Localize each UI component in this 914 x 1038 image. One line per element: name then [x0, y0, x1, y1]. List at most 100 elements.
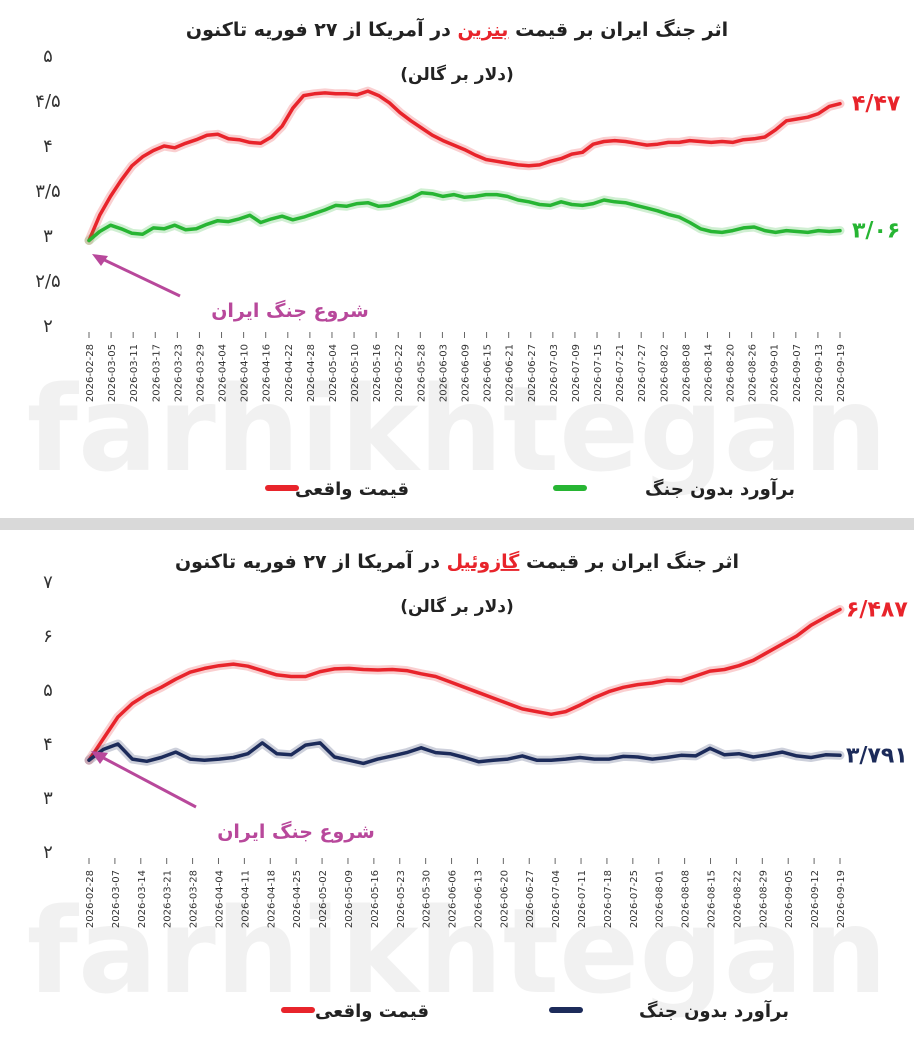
annotation-label: شروع جنگ ایران: [211, 299, 369, 322]
x-tick-label: 2026-07-25: [629, 870, 640, 928]
y-tick-label: ۴/۵: [35, 91, 60, 112]
x-tick-label: 2026-09-12: [810, 870, 821, 928]
y-tick-label: ۲: [43, 842, 53, 863]
x-tick-label: 2026-02-28: [85, 870, 96, 928]
series-line-glow: [84, 188, 845, 245]
end-label-actual: ۶/۴۸۷: [846, 598, 908, 623]
watermark: farhikhtegan: [27, 882, 888, 1020]
annotation-label: شروع جنگ ایران: [217, 820, 375, 843]
x-tick-label: 2026-04-18: [266, 870, 277, 928]
gasoline-chart: farhikhtegan اثر جنگ ایران بر قیمت بنزین…: [27, 17, 901, 500]
chart-subtitle: (دلار بر گالن): [400, 596, 513, 617]
x-tick-label: 2026-08-15: [707, 870, 718, 928]
panel-separator: [0, 518, 914, 530]
x-tick-label: 2026-09-19: [836, 344, 847, 402]
end-label-forecast: ۳/۰۶: [852, 219, 900, 244]
series-line-forecast: [87, 191, 842, 243]
y-tick-label: ۳: [43, 788, 53, 809]
y-tick-label: ۴: [43, 136, 53, 157]
annotation-arrow: [95, 254, 181, 298]
x-tick-label: 2026-03-28: [189, 870, 200, 928]
x-tick-label: 2026-08-01: [655, 870, 666, 928]
legend-label-actual: قیمت واقعی: [295, 479, 409, 500]
y-tick-label: ۶: [43, 626, 53, 647]
x-tick-label: 2026-03-07: [111, 870, 122, 928]
chart-title: اثر جنگ ایران بر قیمت بنزین در آمریکا از…: [186, 17, 728, 41]
y-tick-label: ۳/۵: [35, 181, 60, 202]
x-tick-label: 2026-08-08: [681, 344, 692, 402]
x-tick-label: 2026-07-04: [551, 870, 562, 928]
x-tick-label: 2026-09-07: [792, 344, 803, 402]
y-tick-label: ۷: [43, 572, 53, 593]
y-tick-label: ۳: [43, 226, 53, 247]
x-tick-label: 2026-04-10: [240, 344, 251, 402]
x-tick-label: 2026-03-14: [137, 870, 148, 928]
x-tick-label: 2026-05-09: [344, 870, 355, 928]
x-tick-label: 2026-05-04: [328, 344, 339, 402]
x-tick-label: 2026-08-02: [659, 344, 670, 402]
x-tick-label: 2026-06-15: [483, 344, 494, 402]
series-line-glow: [84, 605, 845, 765]
x-tick-label: 2026-04-16: [262, 344, 273, 402]
series-line-glow: [84, 86, 845, 245]
x-tick-label: 2026-08-26: [748, 344, 759, 402]
x-tick-label: 2026-07-18: [603, 870, 614, 928]
x-tick-label: 2026-06-03: [438, 344, 449, 402]
x-tick-label: 2026-06-20: [499, 870, 510, 928]
x-tick-label: 2026-07-27: [637, 344, 648, 402]
series-line-actual: [87, 607, 842, 762]
x-tick-label: 2026-08-14: [703, 344, 714, 402]
series-line-actual: [87, 89, 842, 243]
x-tick-label: 2026-06-09: [461, 344, 472, 402]
x-tick-label: 2026-03-11: [129, 344, 140, 402]
chart-subtitle: (دلار بر گالن): [400, 64, 513, 85]
y-tick-label: ۲: [43, 316, 53, 337]
x-tick-label: 2026-09-13: [814, 344, 825, 402]
end-label-actual: ۴/۴۷: [852, 92, 901, 117]
x-tick-label: 2026-08-08: [681, 870, 692, 928]
series-line-forecast: [87, 741, 842, 766]
x-tick-label: 2026-03-17: [151, 344, 162, 402]
x-tick-label: 2026-07-03: [549, 344, 560, 402]
x-tick-label: 2026-07-15: [593, 344, 604, 402]
x-tick-label: 2026-07-11: [577, 870, 588, 928]
arrow-head-icon: [91, 751, 108, 764]
x-tick-label: 2026-05-02: [318, 870, 329, 928]
x-tick-label: 2026-09-01: [770, 344, 781, 402]
x-tick-label: 2026-08-20: [726, 344, 737, 402]
x-tick-label: 2026-09-19: [836, 870, 847, 928]
x-tick-label: 2026-07-09: [571, 344, 582, 402]
x-tick-label: 2026-06-27: [527, 344, 538, 402]
x-tick-label: 2026-05-28: [416, 344, 427, 402]
annotation-arrow: [95, 752, 197, 809]
y-tick-label: ۲/۵: [35, 271, 60, 292]
y-tick-label: ۵: [43, 680, 53, 701]
x-tick-label: 2026-06-21: [505, 344, 516, 402]
legend-label-actual: قیمت واقعی: [315, 1001, 429, 1022]
y-tick-label: ۵: [43, 46, 53, 67]
x-tick-label: 2026-07-21: [615, 344, 626, 402]
legend-label-forecast: برآورد بدون جنگ: [639, 999, 789, 1022]
x-tick-label: 2026-03-23: [173, 344, 184, 402]
x-tick-label: 2026-06-06: [448, 870, 459, 928]
end-label-forecast: ۳/۷۹۱: [846, 743, 908, 768]
x-tick-label: 2026-06-27: [525, 870, 536, 928]
x-tick-label: 2026-05-16: [370, 870, 381, 928]
arrow-head-icon: [92, 254, 108, 266]
x-tick-label: 2026-04-28: [306, 344, 317, 402]
x-tick-label: 2026-03-29: [195, 344, 206, 402]
x-tick-label: 2026-09-05: [784, 870, 795, 928]
x-tick-label: 2026-04-04: [214, 870, 225, 928]
watermark: farhikhtegan: [27, 360, 888, 498]
diesel-chart: farhikhtegan اثر جنگ ایران بر قیمت گازوئ…: [27, 549, 909, 1022]
x-tick-label: 2026-04-04: [218, 344, 229, 402]
gasoline-chart-panel: farhikhtegan اثر جنگ ایران بر قیمت بنزین…: [0, 0, 914, 518]
x-tick-label: 2026-06-13: [473, 870, 484, 928]
x-tick-label: 2026-03-21: [163, 870, 174, 928]
x-tick-label: 2026-05-16: [372, 344, 383, 402]
x-tick-label: 2026-03-05: [107, 344, 118, 402]
x-tick-label: 2026-02-28: [85, 344, 96, 402]
x-tick-label: 2026-04-11: [240, 870, 251, 928]
y-tick-label: ۴: [43, 734, 53, 755]
x-tick-label: 2026-04-22: [284, 344, 295, 402]
